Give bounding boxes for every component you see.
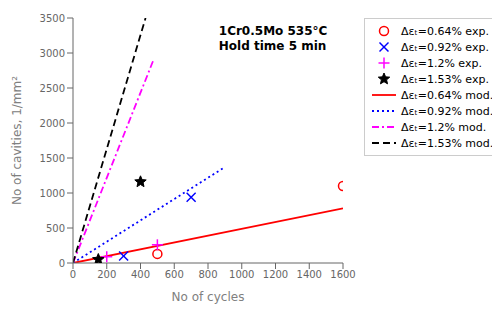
svg-text:800: 800 xyxy=(198,269,217,280)
svg-text:1600: 1600 xyxy=(330,269,355,280)
svg-text:200: 200 xyxy=(97,269,116,280)
svg-text:1200: 1200 xyxy=(263,269,288,280)
svg-text:400: 400 xyxy=(131,269,150,280)
svg-text:3000: 3000 xyxy=(40,48,65,59)
svg-text:3500: 3500 xyxy=(40,13,65,24)
svg-text:No of cavities, 1/mm²: No of cavities, 1/mm² xyxy=(10,76,24,205)
html-text:Δεₜ=1.53% exp.: Δεₜ=1.53% exp. xyxy=(401,72,489,86)
svg-text:0: 0 xyxy=(59,258,65,269)
html-text:Hold time 5 min: Hold time 5 min xyxy=(218,39,327,53)
svg-text:0: 0 xyxy=(70,269,76,280)
html-text:Δεₜ=0.64% exp.: Δεₜ=0.64% exp. xyxy=(401,24,489,38)
html-text:Δεₜ=0.92% exp.: Δεₜ=0.92% exp. xyxy=(401,40,489,54)
svg-text:2500: 2500 xyxy=(40,83,65,94)
svg-text:No of cycles: No of cycles xyxy=(172,290,245,304)
svg-text:600: 600 xyxy=(165,269,184,280)
svg-text:2000: 2000 xyxy=(40,118,65,129)
html-text:1Cr0.5Mo 535°C: 1Cr0.5Mo 535°C xyxy=(218,24,328,38)
svg-text:500: 500 xyxy=(46,223,65,234)
html-text:Δεₜ=0.64% mod.: Δεₜ=0.64% mod. xyxy=(401,88,494,102)
html-text:Δεₜ=1.2% exp.: Δεₜ=1.2% exp. xyxy=(401,56,482,70)
svg-text:1500: 1500 xyxy=(40,153,65,164)
html-text:Δεₜ=0.92% mod.: Δεₜ=0.92% mod. xyxy=(401,104,494,118)
svg-text:1000: 1000 xyxy=(229,269,254,280)
svg-text:1000: 1000 xyxy=(40,188,65,199)
html-text:Δεₜ=1.53% mod.: Δεₜ=1.53% mod. xyxy=(401,136,494,150)
svg-text:1400: 1400 xyxy=(297,269,322,280)
html-text:Δεₜ=1.2% mod.: Δεₜ=1.2% mod. xyxy=(401,120,487,134)
